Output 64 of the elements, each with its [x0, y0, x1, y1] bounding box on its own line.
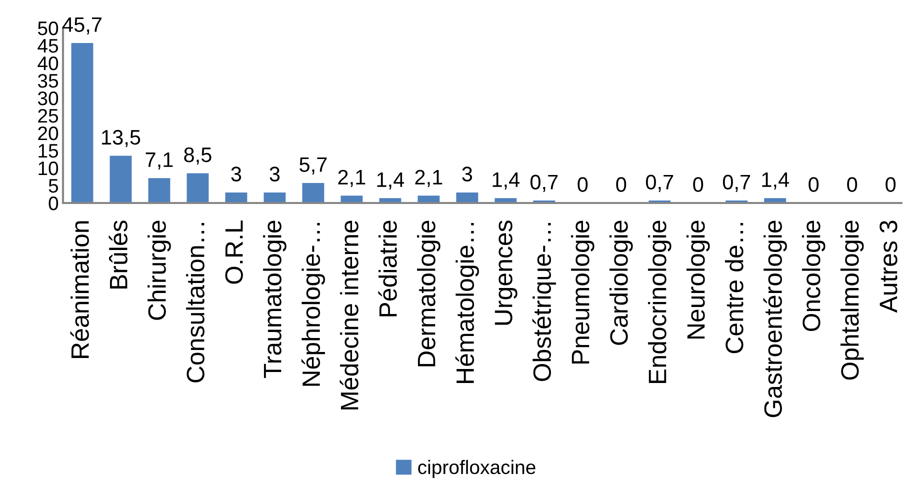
x-tick-label: Consultation…	[186, 223, 204, 382]
bar	[456, 192, 478, 203]
y-tick-label: 40	[38, 56, 58, 70]
x-tick-label: Centre de…	[724, 223, 744, 354]
x-tick-label: Neurologie	[686, 220, 710, 339]
data-label: 0	[847, 177, 858, 192]
x-tick-label: Pneumologie	[571, 220, 594, 364]
data-label: 0,7	[530, 174, 558, 192]
y-tick-label: 10	[38, 161, 58, 176]
x-tick-label: Néphrologie-…	[301, 223, 326, 386]
data-label: 0,7	[646, 174, 674, 192]
x-tick-label: Réanimation	[70, 221, 89, 358]
data-label: 0,7	[722, 174, 750, 192]
bar	[302, 183, 324, 203]
bar	[225, 192, 248, 203]
data-label: 0	[616, 177, 626, 192]
data-label: 2,1	[338, 170, 366, 188]
x-tick-label: Ophtalmologie	[840, 220, 864, 380]
y-tick-label: 5	[48, 179, 58, 193]
x-tick-label: Endocrinologie	[648, 220, 672, 383]
data-label: 0	[693, 177, 704, 192]
bar	[110, 156, 132, 203]
x-tick-label: Dermatologie	[417, 220, 440, 366]
bar	[264, 192, 286, 203]
data-label: 3	[270, 166, 280, 182]
data-label: 1,4	[377, 172, 404, 190]
bar	[71, 43, 94, 203]
x-tick-label: Autres 3	[880, 220, 898, 313]
x-tick-label: O.R.L	[225, 220, 243, 284]
bar	[186, 173, 209, 203]
y-tick-label: 50	[38, 21, 58, 36]
x-tick-label: Brûlés	[108, 220, 128, 288]
x-tick-label: Pédiatrie	[378, 220, 397, 316]
bar	[148, 178, 170, 203]
data-label: 2,1	[415, 170, 442, 188]
data-label: 1,4	[762, 172, 789, 190]
x-tick-label: Oncologie	[802, 220, 826, 332]
x-tick-label: Hématologie…	[455, 223, 479, 383]
data-label: 3	[231, 166, 242, 182]
x-tick-label: Traumatologie	[263, 220, 286, 378]
y-tick-label: 35	[38, 74, 58, 88]
y-tick-label: 20	[38, 126, 58, 140]
data-label: 0	[886, 177, 896, 192]
x-tick-label: Obstétrique-…	[532, 223, 556, 382]
y-tick-label: 30	[38, 91, 58, 106]
x-tick-label: Gastroentérologie	[763, 220, 787, 418]
data-label: 7,1	[146, 152, 173, 170]
y-tick-label: 25	[38, 108, 58, 123]
x-tick-label: Urgences	[494, 220, 518, 325]
y-tick-label: 15	[38, 144, 58, 158]
data-label: 45,7	[62, 17, 102, 34]
legend-label: ciprofloxacine	[418, 460, 536, 478]
data-label: 5,7	[300, 157, 327, 174]
x-tick-label: Médecine interne	[340, 220, 358, 410]
y-tick-label: 45	[38, 39, 58, 53]
data-label: 8,5	[184, 147, 212, 165]
x-tick-label: Cardiologie	[610, 220, 633, 345]
data-label: 0	[808, 177, 819, 192]
data-label: 0	[578, 177, 588, 192]
x-tick-label: Chirurgie	[148, 220, 171, 320]
data-label: 3	[462, 166, 472, 182]
y-tick-label: 0	[48, 196, 58, 210]
data-label: 13,5	[102, 130, 140, 148]
data-label: 1,4	[492, 172, 520, 190]
